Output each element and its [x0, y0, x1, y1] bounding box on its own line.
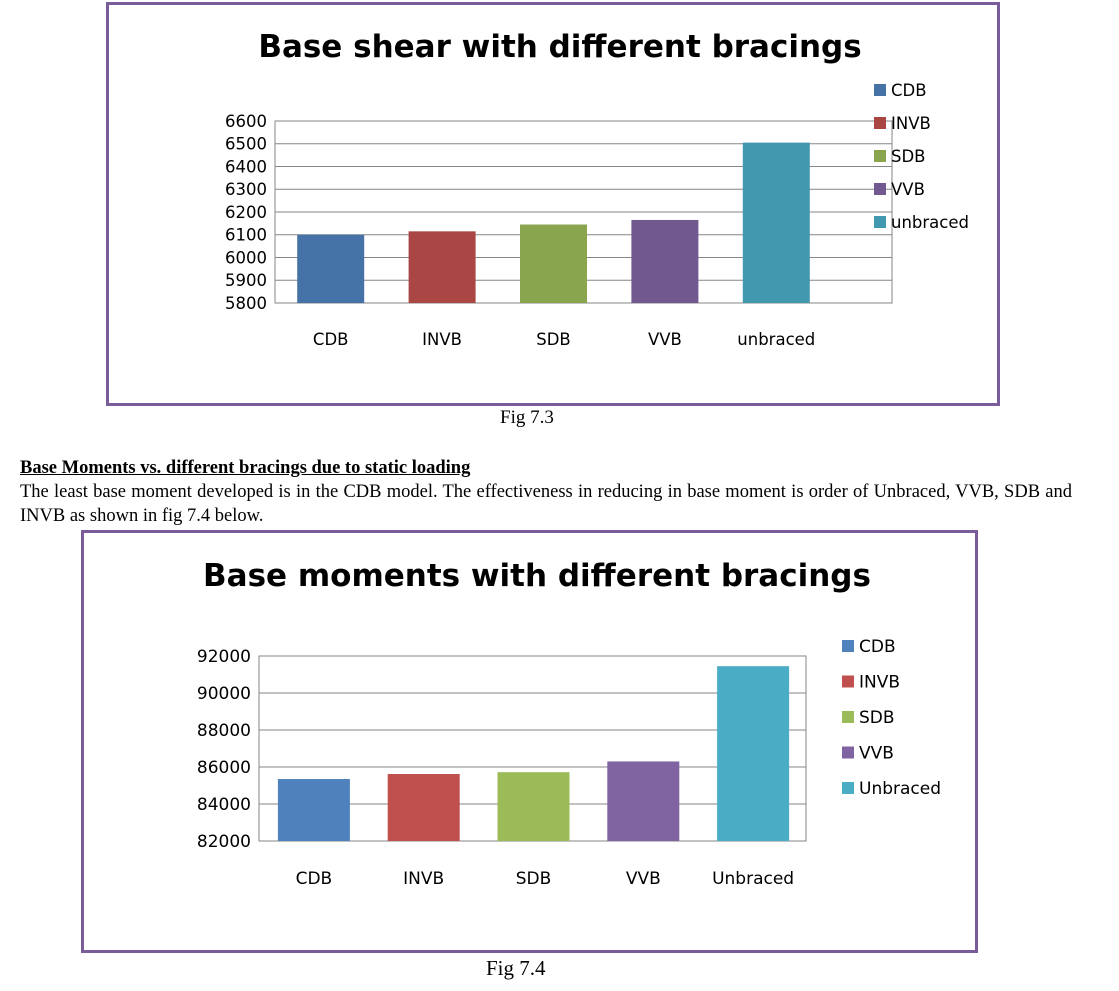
legend-label: CDB: [859, 637, 896, 657]
y-tick-label: 86000: [197, 758, 251, 778]
x-tick-label: SDB: [516, 869, 552, 889]
bar-cdb: [277, 779, 350, 841]
legend-label: unbraced: [891, 213, 969, 232]
legend-swatch: [842, 782, 854, 794]
x-tick-label: CDB: [313, 330, 349, 349]
chart-title: Base moments with different bracings: [203, 558, 871, 594]
x-tick-label: VVB: [626, 869, 661, 889]
section-heading: Base Moments vs. different bracings due …: [20, 458, 471, 478]
section-body: The least base moment developed is in th…: [20, 482, 1072, 526]
legend-swatch: [842, 675, 854, 688]
bar-sdb: [520, 224, 587, 303]
bar-sdb: [497, 772, 570, 841]
y-tick-label: 6300: [225, 180, 267, 199]
figure-caption: Fig 7.4: [486, 956, 546, 980]
legend-label: INVB: [891, 114, 931, 133]
y-tick-label: 92000: [197, 647, 251, 667]
x-tick-label: Unbraced: [712, 869, 794, 889]
legend-label: CDB: [891, 81, 927, 100]
y-tick-label: 5800: [225, 294, 267, 313]
legend-swatch: [874, 84, 886, 96]
legend-label: VVB: [891, 180, 925, 199]
y-tick-label: 6400: [225, 157, 267, 176]
bar-vvb: [631, 219, 699, 303]
text-section: Base Moments vs. different bracings due …: [20, 456, 1072, 528]
base-shear-chart: Base shear with different bracings 5800 59…: [225, 29, 969, 349]
y-tick-label: 88000: [197, 721, 251, 741]
y-tick-label: 6000: [225, 248, 267, 267]
bar-vvb: [607, 761, 680, 841]
figure-caption: Fig 7.3: [500, 407, 554, 428]
x-tick-label: INVB: [403, 869, 444, 889]
y-tick-label: 6600: [225, 112, 267, 131]
legend-swatch: [874, 117, 886, 129]
x-tick-label: SDB: [536, 330, 571, 349]
bar-unbraced: [717, 666, 790, 841]
y-tick-label: 6500: [225, 135, 267, 154]
x-tick-label: unbraced: [737, 330, 815, 349]
y-tick-label: 6100: [225, 226, 267, 245]
legend-swatch: [842, 746, 854, 759]
legend-swatch: [874, 216, 886, 228]
legend-swatch: [842, 711, 854, 723]
bar-cdb: [297, 234, 365, 303]
bar-invb: [387, 774, 460, 841]
legend-label: VVB: [859, 744, 894, 764]
legend-label: SDB: [859, 708, 895, 728]
legend-label: Unbraced: [859, 779, 941, 799]
chart-frame-base-moments: Base moments with different bracings 8200…: [81, 530, 978, 953]
y-tick-label: 84000: [197, 795, 251, 815]
bar-unbraced: [742, 142, 810, 303]
x-tick-label: INVB: [422, 330, 462, 349]
y-tick-label: 6200: [225, 203, 267, 222]
chart-frame-base-shear: Base shear with different bracings 5800 59…: [106, 2, 1000, 406]
legend-label: INVB: [859, 673, 900, 693]
x-tick-label: VVB: [648, 330, 682, 349]
y-tick-label: 90000: [197, 684, 251, 704]
x-tick-label: CDB: [296, 869, 333, 889]
bar-invb: [408, 231, 476, 303]
chart-title: Base shear with different bracings: [258, 29, 861, 65]
legend-label: SDB: [891, 147, 926, 166]
y-tick-label: 82000: [197, 832, 251, 852]
y-tick-label: 5900: [225, 271, 267, 290]
legend-swatch: [842, 640, 854, 652]
legend-swatch: [874, 183, 886, 195]
base-moments-chart: Base moments with different bracings 8200…: [197, 558, 941, 889]
legend-swatch: [874, 150, 886, 162]
